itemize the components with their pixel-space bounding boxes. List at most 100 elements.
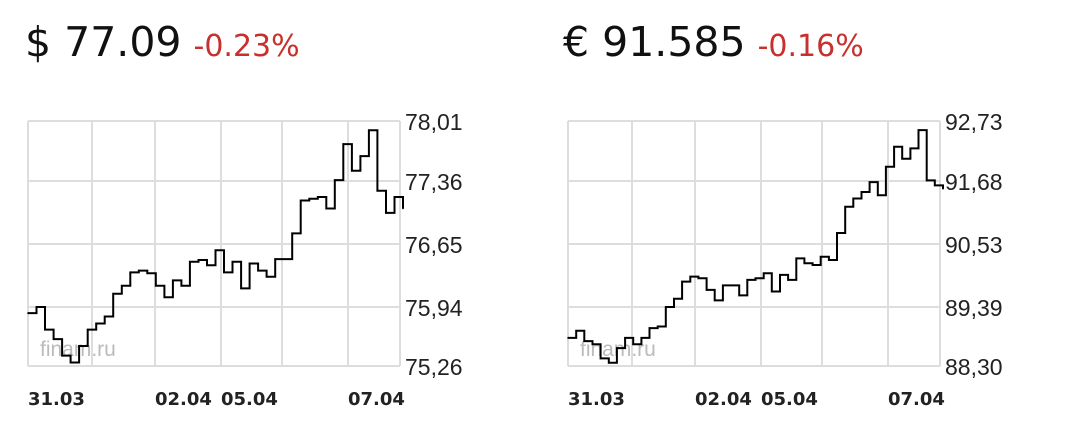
data-point bbox=[917, 129, 920, 131]
x-tick-label: 07.04 bbox=[888, 389, 945, 410]
x-tick-label: 07.04 bbox=[348, 389, 405, 410]
data-point bbox=[860, 191, 863, 193]
data-point bbox=[665, 306, 667, 308]
usd-change: -0.23% bbox=[193, 29, 300, 64]
data-point bbox=[27, 312, 29, 314]
data-point bbox=[787, 279, 789, 281]
data-point bbox=[368, 129, 370, 131]
data-point bbox=[78, 345, 80, 347]
data-point bbox=[129, 271, 132, 274]
data-point bbox=[44, 328, 46, 331]
data-point bbox=[893, 145, 895, 148]
data-point bbox=[299, 199, 302, 202]
data-point bbox=[909, 147, 912, 150]
data-point bbox=[376, 190, 379, 192]
data-point bbox=[223, 271, 225, 274]
data-point bbox=[722, 284, 724, 287]
data-point bbox=[240, 287, 242, 290]
data-point bbox=[61, 354, 63, 357]
data-point bbox=[103, 315, 106, 318]
x-tick-label: 31.03 bbox=[28, 389, 85, 410]
x-tick-label: 31.03 bbox=[568, 389, 625, 410]
data-point bbox=[317, 196, 319, 198]
data-point bbox=[925, 179, 928, 182]
data-point bbox=[189, 260, 191, 263]
data-point bbox=[632, 343, 634, 346]
data-point bbox=[779, 274, 781, 276]
data-point bbox=[393, 196, 396, 198]
data-point bbox=[901, 157, 903, 160]
data-point bbox=[163, 296, 166, 298]
data-point bbox=[359, 155, 362, 157]
data-point bbox=[746, 279, 749, 281]
y-tick-label: 77,36 bbox=[405, 169, 463, 195]
x-tick-label: 02.04 bbox=[695, 389, 752, 410]
x-tick-label: 02.04 bbox=[155, 389, 212, 410]
data-point bbox=[608, 362, 610, 364]
data-point bbox=[567, 337, 569, 339]
eur-quote: € 91.585 -0.16% bbox=[563, 18, 864, 66]
data-point bbox=[819, 255, 822, 258]
data-point bbox=[771, 290, 773, 293]
data-point bbox=[69, 361, 72, 364]
data-point bbox=[583, 340, 586, 342]
data-point bbox=[35, 306, 38, 308]
data-point bbox=[257, 269, 259, 272]
data-point bbox=[762, 272, 765, 275]
data-point bbox=[681, 280, 683, 283]
usd-quote: $ 77.09 -0.23% bbox=[25, 18, 300, 66]
data-point bbox=[231, 260, 234, 263]
price-line bbox=[568, 129, 944, 364]
y-tick-label: 89,39 bbox=[945, 295, 1003, 321]
data-point bbox=[86, 328, 89, 331]
eur-change: -0.16% bbox=[757, 29, 864, 64]
data-point bbox=[334, 179, 336, 181]
data-point bbox=[656, 325, 659, 328]
data-point bbox=[282, 258, 285, 260]
data-point bbox=[325, 207, 328, 210]
data-point bbox=[616, 347, 618, 349]
data-point bbox=[852, 197, 855, 200]
data-point bbox=[795, 257, 798, 260]
data-point bbox=[885, 165, 887, 168]
data-point bbox=[648, 327, 651, 329]
y-tick-label: 91,68 bbox=[945, 169, 1003, 195]
x-tick-label: 05.04 bbox=[761, 389, 818, 410]
x-tick-label: 05.04 bbox=[221, 389, 278, 410]
data-point bbox=[248, 262, 251, 265]
y-tick-label: 75,26 bbox=[405, 354, 463, 380]
data-point bbox=[803, 262, 806, 265]
data-point bbox=[155, 284, 157, 287]
data-point bbox=[172, 279, 174, 282]
data-point bbox=[146, 272, 149, 275]
data-point bbox=[942, 187, 944, 190]
data-point bbox=[697, 277, 700, 280]
data-point bbox=[828, 259, 830, 261]
data-point bbox=[291, 232, 294, 235]
data-point bbox=[673, 297, 675, 300]
data-point bbox=[206, 264, 208, 267]
data-point bbox=[112, 292, 114, 295]
data-point bbox=[265, 276, 268, 278]
y-tick-label: 92,73 bbox=[945, 109, 1003, 135]
data-point bbox=[308, 197, 311, 200]
data-point bbox=[934, 184, 936, 187]
data-point bbox=[575, 330, 577, 332]
data-point bbox=[138, 269, 140, 272]
data-point bbox=[844, 205, 846, 208]
data-point bbox=[52, 338, 55, 340]
y-tick-label: 90,53 bbox=[945, 232, 1003, 258]
data-point bbox=[705, 289, 708, 291]
data-point bbox=[95, 322, 97, 325]
data-point bbox=[591, 343, 594, 346]
data-point bbox=[811, 264, 814, 266]
data-point bbox=[197, 259, 200, 261]
y-tick-label: 75,94 bbox=[405, 295, 463, 321]
price-line bbox=[28, 129, 404, 364]
y-tick-label: 88,30 bbox=[945, 354, 1003, 380]
data-point bbox=[689, 275, 692, 278]
data-point bbox=[274, 258, 277, 260]
data-point bbox=[754, 277, 757, 280]
data-point bbox=[342, 143, 345, 145]
